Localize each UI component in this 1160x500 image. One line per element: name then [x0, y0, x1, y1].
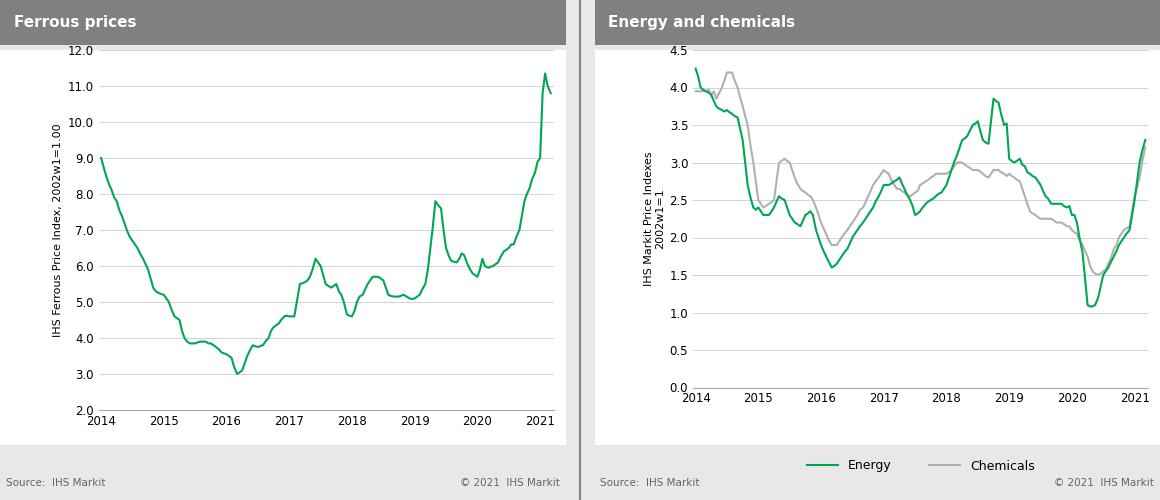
Line: Energy: Energy [696, 68, 1145, 306]
Chemicals [1034, 216, 1047, 222]
Chemicals [1138, 144, 1152, 150]
Text: © 2021  IHS Markit: © 2021 IHS Markit [1054, 478, 1154, 488]
Chemicals [1092, 272, 1105, 278]
Energy [1092, 294, 1105, 300]
Energy [935, 190, 949, 196]
Text: Source:  IHS Markit: Source: IHS Markit [6, 478, 106, 488]
Text: Energy and chemicals: Energy and chemicals [608, 15, 796, 30]
Y-axis label: IHS Markit Price Indexes
2002w1=1: IHS Markit Price Indexes 2002w1=1 [644, 152, 666, 286]
Chemicals [720, 70, 734, 75]
Chemicals [1017, 193, 1031, 199]
Chemicals [1094, 270, 1108, 276]
Line: Chemicals: Chemicals [696, 72, 1145, 275]
Energy [689, 66, 703, 71]
Chemicals [908, 190, 922, 196]
Text: Ferrous prices: Ferrous prices [14, 15, 137, 30]
Energy [1083, 304, 1097, 310]
Energy [1138, 137, 1152, 143]
Legend: Energy, Chemicals: Energy, Chemicals [802, 454, 1041, 477]
Text: © 2021  IHS Markit: © 2021 IHS Markit [459, 478, 559, 488]
Text: Source:  IHS Markit: Source: IHS Markit [601, 478, 699, 488]
Energy [906, 203, 920, 209]
Chemicals [856, 204, 870, 210]
Chemicals [689, 88, 703, 94]
Energy [1031, 178, 1045, 184]
Y-axis label: IHS Ferrous Price Index, 2002w1=1.00: IHS Ferrous Price Index, 2002w1=1.00 [53, 123, 64, 337]
Energy [1015, 162, 1029, 168]
Energy [853, 223, 867, 229]
Chemicals [937, 171, 951, 177]
